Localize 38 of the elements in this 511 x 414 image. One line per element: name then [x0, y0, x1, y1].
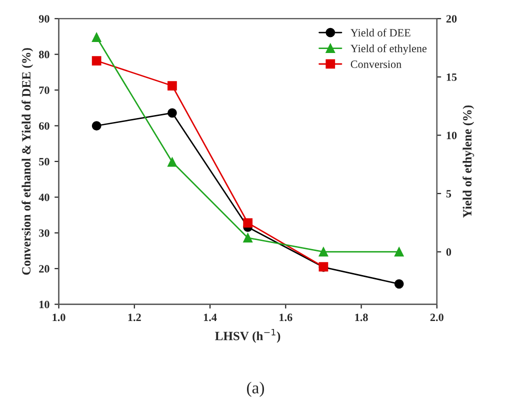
x-tick-label: 1.8 [355, 314, 368, 322]
point [92, 32, 102, 42]
x-tick-label: 1.0 [52, 314, 66, 322]
y2-tick-label: 10 [446, 132, 457, 140]
point [394, 279, 404, 289]
y-tick-label: 20 [39, 265, 50, 273]
point [318, 247, 328, 257]
y-tick-label: 80 [38, 50, 50, 58]
x-tick-label: 2.0 [430, 314, 444, 322]
legend-label: Conversion [350, 60, 402, 68]
y2-axis-title: Yield of ethylene (%) [462, 105, 474, 218]
y-tick-label: 50 [39, 158, 50, 166]
x-axis-title: LHSV (h$^{−1}$) [215, 328, 280, 343]
legend-label: Yield of ethylene [350, 44, 427, 55]
point [394, 247, 404, 257]
point [243, 218, 253, 228]
x-tick-label: 1.6 [280, 314, 292, 322]
point [243, 233, 253, 243]
y-tick-label: 60 [39, 122, 50, 130]
point [168, 81, 177, 90]
point [92, 121, 102, 130]
y2-tick-label: 20 [446, 15, 457, 23]
y2-tick-label: 5 [446, 190, 452, 198]
y2-tick-label: 0 [446, 248, 452, 256]
legend-label: Yield of DEE [350, 28, 410, 37]
y2-tick-label: 15 [446, 73, 457, 81]
y-tick-label: 90 [38, 15, 50, 23]
y-tick-label: 70 [39, 86, 50, 94]
point [168, 108, 177, 118]
y-axis-title: Conversion of ethanol & Yield of DEE (%) [22, 48, 34, 275]
y-tick-label: 10 [40, 300, 50, 308]
point [168, 157, 177, 167]
y-tick-label: 40 [38, 194, 50, 202]
text: (a) [246, 382, 264, 397]
y-tick-label: 30 [39, 229, 50, 237]
x-tick-label: 1.4 [204, 314, 217, 322]
point [92, 56, 102, 66]
x-tick-label: 1.2 [128, 314, 141, 322]
